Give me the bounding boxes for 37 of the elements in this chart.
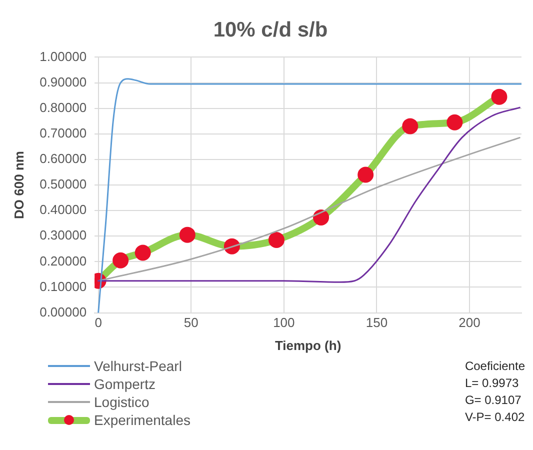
- legend-label: Logistico: [94, 394, 150, 410]
- y-tick-label: 0.10000: [40, 278, 87, 294]
- x-tick-label: 50: [184, 315, 198, 330]
- y-tick-label: 0.40000: [40, 202, 87, 218]
- legend-label: Gompertz: [94, 376, 156, 392]
- point: [268, 232, 284, 248]
- text: V-P= 0.402: [464, 409, 525, 426]
- y-tick-label: 0.30000: [40, 228, 87, 243]
- point: [134, 244, 151, 261]
- point: [313, 209, 330, 226]
- x-axis-title: Tiempo (h): [274, 338, 342, 353]
- x-tick-label: 200: [458, 315, 480, 330]
- x-tick-label: 0: [94, 315, 102, 330]
- y-tick-label: 0.20000: [40, 253, 87, 268]
- y-axis-title: DO 600 nm: [11, 151, 26, 219]
- y-tick-label: 0.50000: [40, 176, 87, 192]
- y-tick-label: 1.00000: [40, 48, 87, 64]
- y-tick-label: 0.70000: [40, 125, 87, 140]
- text: G= 0.9107: [464, 392, 522, 409]
- line-series: [98, 78, 522, 313]
- y-tick-label: 0.80000: [40, 100, 87, 115]
- text: Coeficiente: [464, 358, 525, 375]
- point: [446, 114, 463, 130]
- point: [402, 118, 418, 134]
- point: [358, 166, 374, 183]
- y-tick-label: 0.60000: [40, 151, 87, 166]
- point: [179, 226, 196, 243]
- point: [112, 252, 129, 268]
- x-tick-label: 150: [366, 315, 388, 330]
- legend-label: Velhurst-Pearl: [94, 358, 182, 374]
- legend-label: Experimentales: [94, 412, 190, 428]
- y-tick-label: 0.00000: [40, 304, 87, 320]
- y-tick-label: 0.90000: [40, 74, 87, 90]
- x-tick-label: 100: [273, 315, 295, 330]
- text: L= 0.9973: [464, 375, 520, 392]
- point: [491, 88, 508, 105]
- chart-title: 10% c/d s/b: [213, 18, 328, 42]
